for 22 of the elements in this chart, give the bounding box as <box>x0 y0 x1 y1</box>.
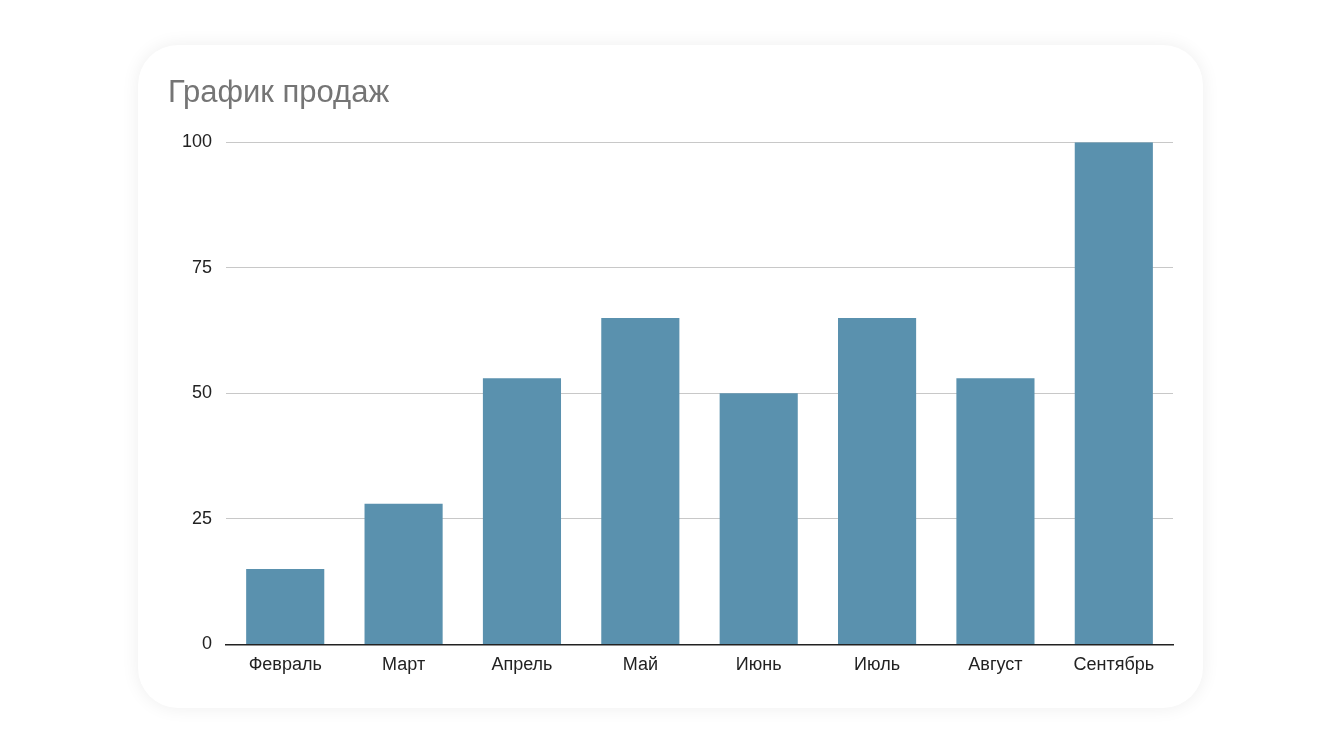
x-tick-label: Февраль <box>248 654 322 675</box>
bar <box>601 317 680 644</box>
y-tick-label: 25 <box>192 507 213 528</box>
bar <box>1074 142 1153 644</box>
x-tick-label: Сентябрь <box>1073 654 1155 675</box>
y-tick-label: 100 <box>181 131 213 152</box>
x-tick-label: Апрель <box>491 654 553 675</box>
bar <box>838 317 917 644</box>
bar <box>482 378 562 644</box>
y-tick-label: 50 <box>192 382 213 403</box>
x-tick-label: Июль <box>854 654 901 675</box>
x-tick-label: Май <box>622 654 658 675</box>
y-tick-label: 75 <box>192 256 213 277</box>
x-tick-label: Июнь <box>735 654 782 675</box>
bar <box>246 569 325 644</box>
bar <box>719 393 798 644</box>
bar <box>956 378 1035 644</box>
x-tick-label: Август <box>968 654 1023 675</box>
y-tick-label: 0 <box>202 633 213 654</box>
x-tick-label: Март <box>382 654 426 675</box>
chart-title: График продаж <box>168 74 390 110</box>
bar <box>364 503 443 644</box>
